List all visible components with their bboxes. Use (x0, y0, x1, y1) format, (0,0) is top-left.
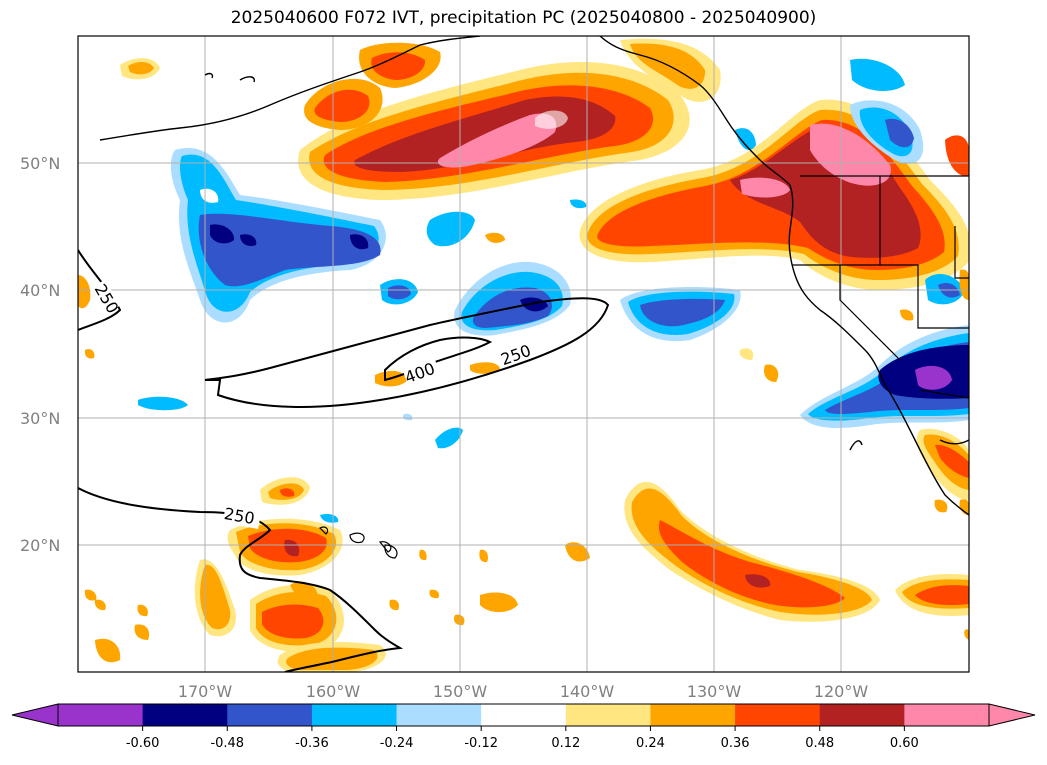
map-title: 2025040600 F072 IVT, precipitation PC (2… (230, 8, 817, 28)
colorbar-cell (58, 704, 144, 726)
colorbar-tick-label: -0.48 (210, 736, 244, 751)
longitude-labels: 170°W 160°W 150°W 140°W 130°W 120°W (178, 682, 869, 701)
colorbar-cell (396, 704, 482, 726)
colorbar-tick-label: 0.36 (721, 736, 750, 751)
colorbar-ticks: -0.60 -0.48 -0.36 -0.24 -0.12 0.12 0.24 0.36 0.4… (126, 726, 919, 751)
hawaii-islands (318, 526, 398, 559)
colorbar-cell (735, 704, 821, 726)
colorbar-extend-high (988, 703, 1036, 727)
plot-frame (77, 35, 970, 673)
colorbar-tick-label: 0.12 (551, 736, 580, 751)
lon-label-170w: 170°W (178, 682, 233, 701)
colorbar-tick-label: -0.60 (126, 736, 160, 751)
colorbar-cell (311, 704, 398, 726)
colorbar-cell (481, 704, 567, 726)
colorbar-cell (565, 704, 651, 726)
colorbar-tick-label: 0.48 (805, 736, 834, 751)
colorbar-tick-label: 0.24 (636, 736, 665, 751)
colorbar-cell (227, 704, 313, 726)
colorbar-cell (142, 704, 228, 726)
lat-label-20n: 20°N (20, 536, 60, 555)
lon-label-150w: 150°W (433, 682, 488, 701)
colorbar-tick-label: 0.60 (890, 736, 919, 751)
colorbar-frame (57, 703, 990, 727)
lon-label-130w: 130°W (687, 682, 742, 701)
colorbar-tick-label: -0.24 (380, 736, 414, 751)
state-borders (792, 175, 969, 399)
gridlines (78, 36, 969, 672)
precipitation-field (78, 38, 969, 672)
lat-label-30n: 30°N (20, 409, 60, 428)
lon-label-160w: 160°W (306, 682, 361, 701)
colorbar-tick-label: -0.12 (464, 736, 498, 751)
lon-label-140w: 140°W (560, 682, 615, 701)
lat-label-40n: 40°N (20, 281, 60, 300)
coastlines (99, 36, 969, 516)
lat-label-50n: 50°N (20, 154, 60, 173)
colorbar-cell (904, 704, 990, 726)
lon-label-120w: 120°W (814, 682, 869, 701)
latitude-labels: 50°N 40°N 30°N 20°N (20, 154, 60, 555)
colorbar-cell (819, 704, 905, 726)
colorbar-cell (650, 704, 736, 726)
colorbar-cells (58, 704, 990, 726)
colorbar-extend-low (11, 703, 59, 727)
colorbar-tick-label: -0.36 (295, 736, 329, 751)
